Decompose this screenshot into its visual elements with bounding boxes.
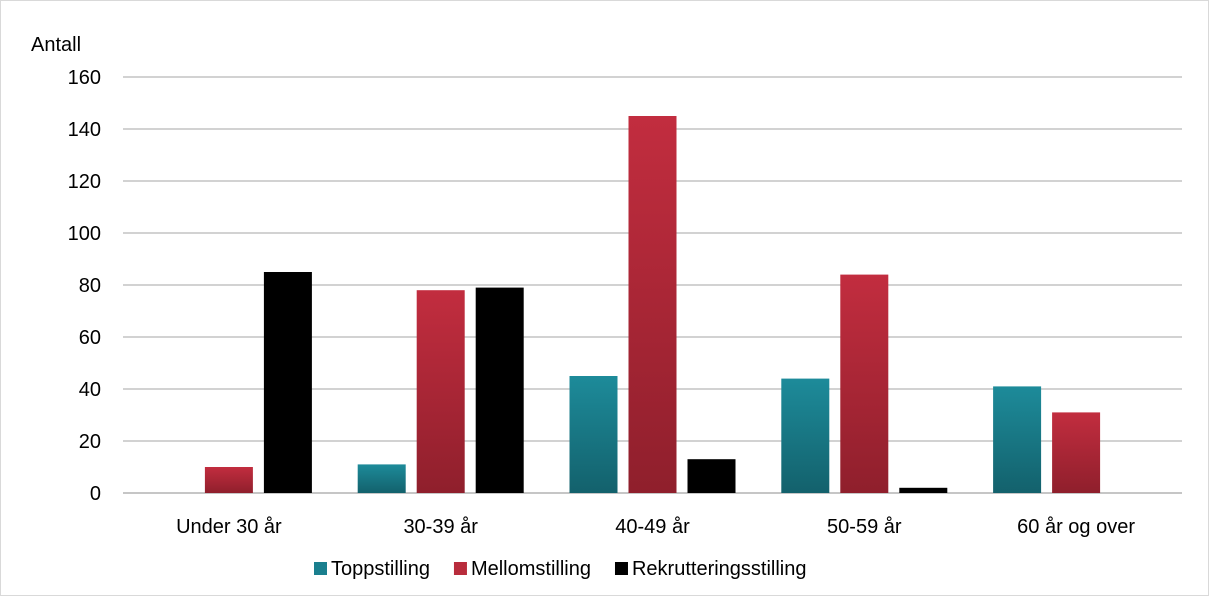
y-tick-label: 140 bbox=[68, 119, 101, 141]
legend-swatch bbox=[453, 562, 467, 575]
legend-swatch bbox=[614, 562, 628, 575]
bars bbox=[204, 116, 1101, 493]
y-tick-label: 120 bbox=[68, 171, 101, 193]
bar-mellomstilling bbox=[1052, 412, 1101, 493]
bar-toppstilling bbox=[781, 378, 830, 493]
x-tick-label: 60 år og over bbox=[1017, 516, 1135, 538]
y-tick-label: 80 bbox=[79, 275, 101, 297]
bar-rekrutteringsstilling bbox=[263, 272, 312, 493]
x-tick-label: 30-39 år bbox=[403, 516, 478, 538]
y-tick-label: 160 bbox=[68, 67, 101, 89]
y-tick-labels: 0 20 40 60 80 100 120 140 160 bbox=[68, 67, 101, 505]
legend-label: Mellomstilling bbox=[471, 558, 591, 580]
legend: Toppstilling Mellomstilling Rekrutteringss… bbox=[314, 558, 807, 580]
legend-label: Rekrutteringsstilling bbox=[632, 558, 807, 580]
bar-rekrutteringsstilling bbox=[899, 487, 948, 493]
legend-label: Toppstilling bbox=[331, 558, 430, 580]
bar-rekrutteringsstilling bbox=[687, 459, 736, 493]
x-tick-label: Under 30 år bbox=[176, 516, 282, 538]
bar-toppstilling bbox=[357, 464, 406, 493]
bar-mellomstilling bbox=[840, 274, 889, 493]
legend-swatch bbox=[314, 562, 327, 575]
y-axis-label: Antall bbox=[31, 34, 81, 56]
y-tick-label: 60 bbox=[79, 327, 101, 349]
bar-toppstilling bbox=[993, 386, 1042, 493]
bar-toppstilling bbox=[569, 376, 618, 493]
y-tick-label: 0 bbox=[90, 483, 101, 505]
y-tick-label: 40 bbox=[79, 379, 101, 401]
bar-mellomstilling bbox=[628, 116, 677, 493]
bar-mellomstilling bbox=[416, 290, 465, 493]
x-tick-label: 40-49 år bbox=[615, 516, 690, 538]
y-tick-label: 100 bbox=[68, 223, 101, 245]
bar-rekrutteringsstilling bbox=[475, 287, 524, 493]
x-tick-label: 50-59 år bbox=[827, 516, 902, 538]
y-tick-label: 20 bbox=[79, 431, 101, 453]
x-tick-labels: Under 30 år 30-39 år 40-49 år 50-59 år 60 år… bbox=[176, 516, 1135, 538]
bar-mellomstilling bbox=[204, 467, 253, 493]
